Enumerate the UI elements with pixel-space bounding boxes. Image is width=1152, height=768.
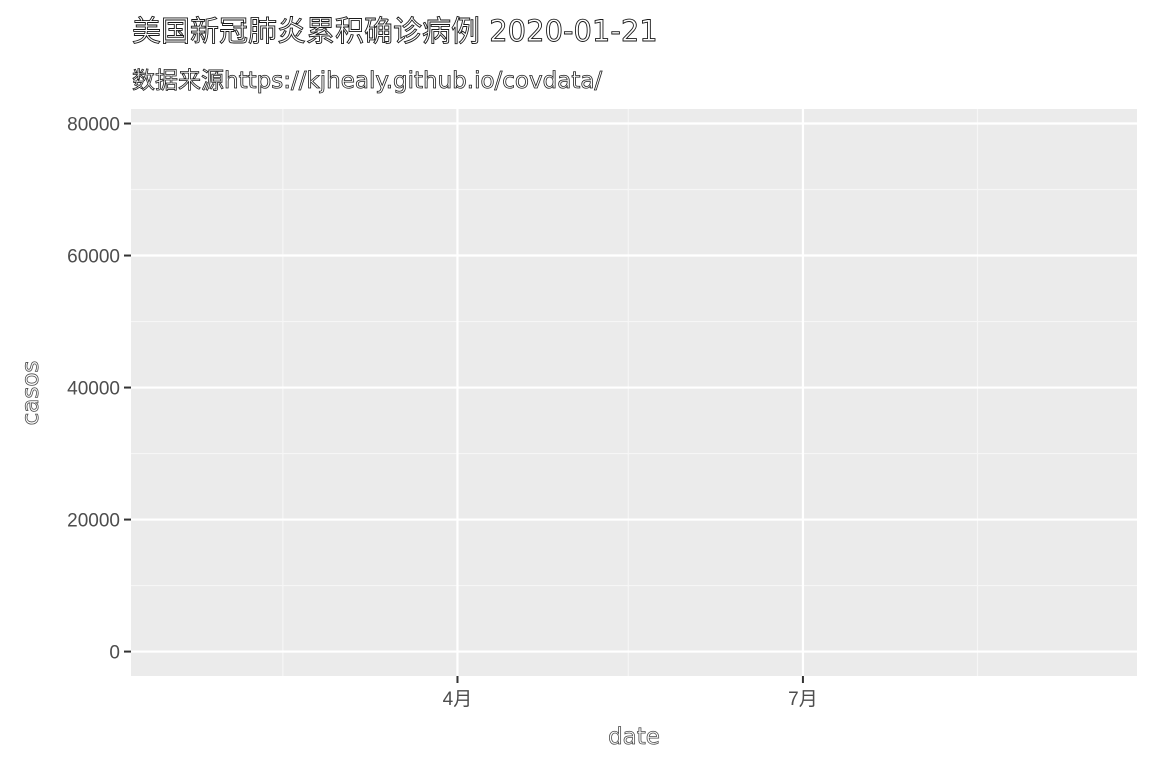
x-tick-label: 7月 xyxy=(788,689,818,710)
minor-gridlines-y xyxy=(131,188,1137,587)
y-tick-label: 0 xyxy=(109,643,120,664)
plot-panel xyxy=(131,109,1137,676)
major-gridlines-y xyxy=(131,122,1137,653)
y-tick-label: 80000 xyxy=(67,115,120,136)
chart-subtitle: 数据来源https://kjhealy.github.io/covdata/ xyxy=(132,68,602,94)
y-axis-title: casos xyxy=(18,361,44,426)
y-tick-label: 60000 xyxy=(67,247,120,268)
x-axis: 4月 7月 xyxy=(443,676,818,710)
y-axis: 0 20000 40000 60000 80000 xyxy=(67,115,131,664)
y-tick-label: 20000 xyxy=(67,511,120,532)
x-tick-label: 4月 xyxy=(443,689,473,710)
x-axis-title: date xyxy=(608,724,660,750)
chart-title: 美国新冠肺炎累积确诊病例 2020-01-21 xyxy=(132,14,658,48)
y-tick-label: 40000 xyxy=(67,379,120,400)
major-gridlines-x xyxy=(456,109,805,676)
minor-gridlines-x xyxy=(282,109,979,676)
